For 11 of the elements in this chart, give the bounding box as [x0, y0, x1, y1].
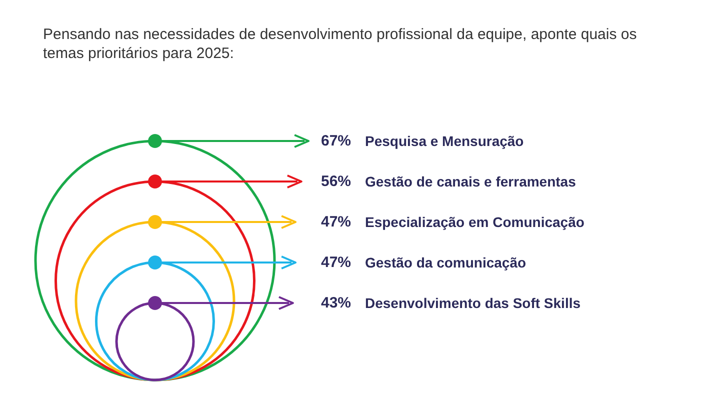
category-label: Gestão da comunicação — [365, 254, 526, 270]
data-label: 67% — [321, 132, 352, 150]
data-label: 56% — [321, 173, 352, 190]
category-label: Pesquisa e Mensuração — [365, 133, 524, 149]
category-label: Especialização em Comunicação — [365, 214, 584, 230]
data-label: 43% — [321, 294, 352, 312]
category-label: Desenvolvimento das Soft Skills — [365, 295, 581, 311]
data-label: 47% — [321, 214, 352, 230]
text: Pensando nas necessidades de desenvolvimento profissional da equipe, aponte quais os temas prioritários para 2025: — [43, 26, 641, 62]
category-label: Gestão de canais e ferramentas — [365, 174, 576, 190]
data-label: 47% — [321, 254, 352, 271]
